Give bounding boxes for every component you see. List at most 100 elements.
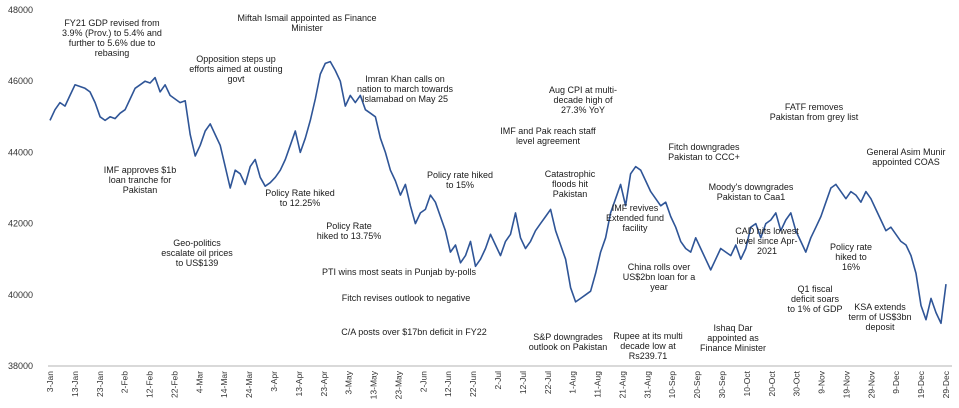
annotation-line: appointed as (707, 333, 759, 343)
annotation-text: IMF approves $1b loan tranche for Pakistan (104, 165, 177, 195)
annotation-text: China rolls over US$2bn loan for a year (623, 262, 696, 292)
event-annotations: FY21 GDP revised from 3.9% (Prov.) to 5.4… (62, 13, 945, 361)
annotation-line: FATF removes (785, 102, 844, 112)
x-tick-label: 31-Aug (642, 371, 652, 399)
annotation-line: loan tranche for (109, 175, 172, 185)
annotation-text: S&P downgrades outlook on Pakistan (529, 332, 608, 352)
annotation-line: 2021 (757, 246, 777, 256)
annotation-line: level since Apr- (736, 236, 797, 246)
annotation-line: floods hit (552, 179, 589, 189)
annotation-text: CAD hits lowest level since Apr-2021 (735, 226, 799, 256)
annotation-text: Moody's downgrades Pakistan to Caa1 (709, 182, 794, 202)
x-tick-label: 13-May (369, 370, 379, 399)
x-tick-label: 20-Sep (692, 371, 702, 399)
x-tick-label: 30-Sep (717, 371, 727, 399)
annotation-text: Rupee at its multi decade low at Rs239.71 (613, 331, 683, 361)
annotation-line: Opposition steps up (196, 54, 276, 64)
x-tick-label: 22-Feb (169, 371, 179, 398)
annotation-text: C/A posts over $17bn deficit in FY22 (341, 327, 487, 337)
annotation-text: Ishaq Dar appointed as Finance Minister (700, 323, 766, 353)
annotation-line: C/A posts over $17bn deficit in FY22 (341, 327, 487, 337)
annotation-line: Pakistan from grey list (770, 112, 859, 122)
annotation-line: S&P downgrades (533, 332, 603, 342)
annotation-line: to 1% of GDP (787, 304, 842, 314)
annotation-text: Opposition steps up efforts aimed at oust… (189, 54, 282, 84)
annotation-line: outlook on Pakistan (529, 342, 608, 352)
x-tick-label: 1-Aug (568, 371, 578, 394)
annotation-text: Catastrophic floods hit Pakistan (545, 169, 596, 199)
annotation-line: Imran Khan calls on (365, 74, 445, 84)
annotation-line: 3.9% (Prov.) to 5.4% and (62, 28, 162, 38)
annotation-line: Finance Minister (700, 343, 766, 353)
annotation-line: China rolls over (628, 262, 691, 272)
annotation-line: efforts aimed at ousting (189, 64, 282, 74)
x-tick-label: 9-Dec (891, 370, 901, 393)
annotation-line: deposit (865, 322, 895, 332)
annotation-line: rebasing (95, 48, 130, 58)
x-tick-label: 20-Oct (767, 370, 777, 396)
x-tick-label: 13-Jan (70, 371, 80, 397)
annotation-line: nation to march towards (357, 84, 454, 94)
annotation-line: Policy Rate hiked (265, 188, 335, 198)
annotation-text: FATF removes Pakistan from grey list (770, 102, 859, 122)
annotation-line: Policy Rate (326, 221, 372, 231)
annotation-line: Pakistan to CCC+ (668, 152, 740, 162)
annotation-line: level agreement (516, 136, 581, 146)
annotation-line: CAD hits lowest (735, 226, 799, 236)
annotation-text: Fitch revises outlook to negative (342, 293, 471, 303)
annotation-line: govt (227, 74, 245, 84)
annotation-line: IMF approves $1b (104, 165, 177, 175)
y-tick-label: 44000 (8, 147, 33, 157)
x-tick-label: 11-Aug (593, 371, 603, 398)
x-tick-label: 10-Oct (742, 370, 752, 396)
annotation-line: further to 5.6% due to (69, 38, 156, 48)
annotation-line: 27.3% YoY (561, 105, 605, 115)
x-tick-label: 2-Jun (418, 371, 428, 393)
annotation-text: Geo-politics escalate oil prices to US$139 (161, 238, 233, 268)
y-tick-label: 40000 (8, 290, 33, 300)
annotation-line: General Asim Munir (866, 147, 945, 157)
annotation-text: Miftah Ismail appointed as Finance Minist… (237, 13, 376, 33)
annotation-line: facility (622, 223, 648, 233)
x-tick-label: 2-Feb (120, 371, 130, 393)
annotation-line: Rs239.71 (629, 351, 668, 361)
x-tick-label: 24-Mar (244, 371, 254, 398)
annotation-line: PTI wins most seats in Punjab by-polls (322, 267, 477, 277)
index-series-line (49, 60, 947, 325)
annotation-line: Geo-politics (173, 238, 221, 248)
annotation-line: US$2bn loan for a (623, 272, 696, 282)
annotation-line: Fitch downgrades (668, 142, 740, 152)
x-tick-label: 3-Apr (269, 371, 279, 392)
annotation-line: decade high of (553, 95, 613, 105)
annotation-text: Policy Rate hiked to 13.75% (317, 221, 382, 241)
x-tick-label: 19-Dec (916, 370, 926, 398)
annotation-text: Imran Khan calls on nation to march towar… (357, 74, 454, 104)
annotation-line: Minister (291, 23, 323, 33)
annotation-line: hiked to 13.75% (317, 231, 382, 241)
y-axis: 38000 40000 42000 44000 46000 48000 (8, 5, 33, 371)
annotation-text: Fitch downgrades Pakistan to CCC+ (668, 142, 740, 162)
annotation-line: Islamabad on May 25 (362, 94, 448, 104)
x-tick-label: 21-Aug (617, 371, 627, 399)
x-tick-label: 3-Jan (45, 371, 55, 393)
x-tick-label: 12-Jun (443, 371, 453, 397)
annotation-line: Miftah Ismail appointed as Finance (237, 13, 376, 23)
annotation-text: Q1 fiscal deficit soars to 1% of GDP (787, 284, 842, 314)
x-tick-label: 12-Feb (145, 371, 155, 398)
x-tick-label: 10-Sep (667, 371, 677, 399)
annotation-text: IMF revives Extended fund facility (606, 203, 664, 233)
annotation-line: to 15% (446, 180, 474, 190)
x-tick-label: 9-Nov (817, 370, 827, 393)
x-tick-label: 29-Dec (941, 370, 951, 398)
annotation-line: IMF revives (612, 203, 659, 213)
annotation-line: escalate oil prices (161, 248, 233, 258)
annotation-line: FY21 GDP revised from (64, 18, 159, 28)
annotation-text: FY21 GDP revised from 3.9% (Prov.) to 5.4… (62, 18, 162, 58)
x-tick-label: 19-Nov (841, 370, 851, 398)
annotation-line: IMF and Pak reach staff (500, 126, 596, 136)
annotation-line: deficit soars (791, 294, 840, 304)
annotation-text: Aug CPI at multi-decade high of 27.3% YoY (549, 85, 617, 115)
x-axis: 3-Jan 13-Jan 23-Jan 2-Feb 12-Feb 22-Feb 4-Mar 1… (45, 365, 952, 399)
annotation-line: Policy rate (830, 242, 872, 252)
